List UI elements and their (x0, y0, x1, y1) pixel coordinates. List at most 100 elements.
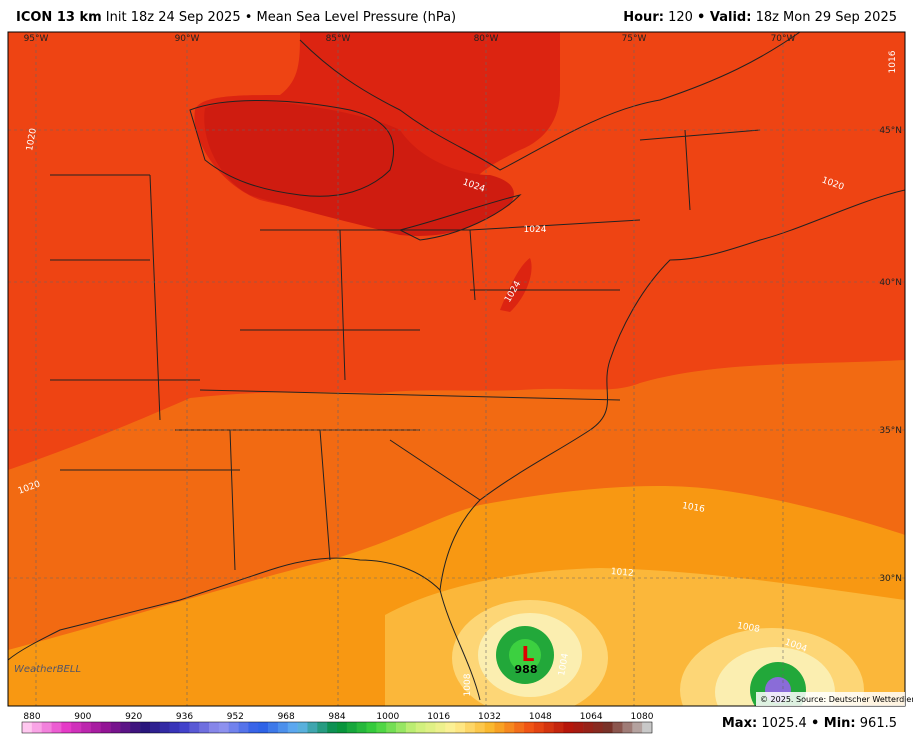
colorbar-cell (592, 722, 604, 733)
header-right: Hour: 120 • Valid: 18z Mon 29 Sep 2025 (623, 10, 897, 25)
colorbar-cell (504, 722, 515, 733)
colorbar-tick-label: 1080 (631, 712, 654, 722)
colorbar-cell (228, 722, 239, 733)
colorbar-cell (622, 722, 633, 733)
colorbar-cell (61, 722, 72, 733)
colorbar-cell (484, 722, 495, 733)
colorbar-cell (632, 722, 643, 733)
colorbar-tick-label: 920 (125, 712, 142, 722)
colorbar-tick-label: 968 (278, 712, 295, 722)
colorbar-cell (317, 722, 328, 733)
contour-label: 1024 (524, 225, 547, 235)
hour-label: Hour: (623, 10, 664, 25)
colorbar-cell (277, 722, 289, 733)
min-label: • Min: (810, 716, 856, 731)
colorbar-cell (51, 722, 62, 733)
colorbar-cell (248, 722, 259, 733)
colorbar-cell (22, 722, 33, 733)
header: ICON 13 km Init 18z 24 Sep 2025 • Mean S… (0, 0, 913, 32)
valid-label: • Valid: (697, 10, 752, 25)
colorbar-cell (90, 722, 102, 733)
colorbar-cell (386, 722, 397, 733)
coastline (8, 189, 905, 701)
colorbar-cell (110, 722, 121, 733)
colorbar-cell (179, 722, 190, 733)
colorbar-cell (494, 722, 505, 733)
boundaries (8, 32, 905, 701)
colorbar-tick-label: 880 (23, 712, 40, 722)
map-frame (7, 31, 906, 707)
low-symbol: L (522, 642, 535, 666)
colorbar-cell (573, 722, 584, 733)
colorbar-frame (21, 721, 653, 734)
colorbar-tick-label: 952 (227, 712, 244, 722)
colorbar-cell (307, 722, 318, 733)
colorbar-cell (563, 722, 574, 733)
colorbar-cell (297, 722, 308, 733)
description: Init 18z 24 Sep 2025 • Mean Sea Level Pr… (105, 10, 457, 25)
contour-label: 1008 (463, 673, 473, 696)
contour-label: 1012 (610, 567, 634, 579)
latitude-label: 40°N (879, 278, 902, 288)
colorbar-cell (199, 722, 210, 733)
valid: 18z Mon 29 Sep 2025 (755, 10, 897, 25)
state-lines (50, 129, 761, 571)
lakes (189, 100, 395, 197)
colorbar-cell (287, 722, 298, 733)
longitude-label: 90°W (175, 34, 200, 44)
colorbar-tick-label: 1016 (427, 712, 450, 722)
colorbar-cell (258, 722, 269, 733)
low-pressure: 988 (515, 663, 538, 676)
longitude-label: 75°W (622, 34, 647, 44)
graticule (8, 32, 905, 706)
colorbar-cell (159, 722, 170, 733)
colorbar-cell (474, 722, 485, 733)
contour-label: 1016 (681, 501, 706, 515)
colorbar-cell (31, 722, 42, 733)
max-label: Max: (721, 716, 758, 731)
colorbar-cell (455, 722, 466, 733)
colorbar-cell (169, 722, 180, 733)
header-left: ICON 13 km Init 18z 24 Sep 2025 • Mean S… (16, 10, 456, 25)
colorbar-cell (543, 722, 554, 733)
colorbar-cell (140, 722, 151, 733)
colorbar-tick-label: 1000 (376, 712, 399, 722)
latitude-label: 35°N (879, 426, 902, 436)
colorbar-cell (642, 722, 653, 733)
colorbar-cell (524, 722, 535, 733)
longitude-label: 85°W (326, 34, 351, 44)
colorbar-cell (396, 722, 407, 733)
colorbar-cell (327, 722, 338, 733)
colorbar-cell (346, 722, 357, 733)
contour-label: 1008 (736, 621, 761, 635)
colorbar-cell (81, 722, 92, 733)
colorbar-cell (149, 722, 161, 733)
colorbar-tick-label: 936 (176, 712, 193, 722)
colorbar-cell (41, 722, 52, 733)
colorbar-cell (612, 722, 623, 733)
colorbar-cell (445, 722, 456, 733)
colorbar-cell (533, 722, 545, 733)
colorbar-cell (602, 722, 613, 733)
border (299, 32, 801, 171)
field-1024-ridge (500, 258, 532, 312)
colorbar-cell (376, 722, 387, 733)
longitude-label: 80°W (474, 34, 499, 44)
model: ICON 13 km (16, 10, 102, 25)
latitude-label: 45°N (879, 126, 902, 136)
colorbar-cell (268, 722, 279, 733)
longitude-label: 95°W (24, 34, 49, 44)
colorbar-cell (130, 722, 141, 733)
colorbar-cell (100, 722, 111, 733)
min: 961.5 (859, 716, 897, 731)
credit: © 2025. Source: Deutscher Wetterdienst (760, 695, 913, 704)
colorbar-cell (425, 722, 436, 733)
map-labels: 95°W 90°W 85°W 80°W 75°W 70°W 45°N 40°N 35°N 30°N… (17, 34, 902, 696)
colorbar-tick-label: 1032 (478, 712, 501, 722)
field-1024-core (204, 100, 514, 236)
colorbar-tick-label: 1064 (580, 712, 603, 722)
colorbar-cell (366, 722, 377, 733)
hour: 120 (668, 10, 693, 25)
